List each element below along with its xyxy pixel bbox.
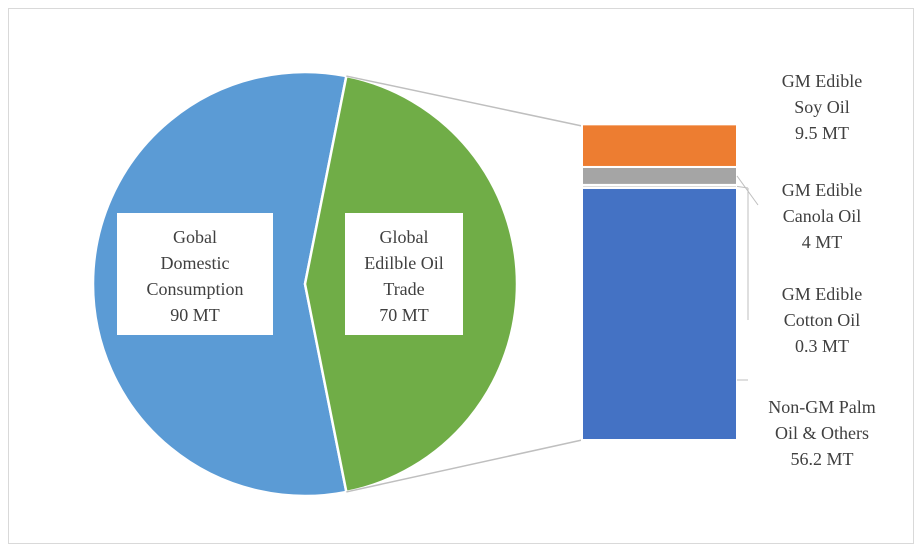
data-label-non-gm-palm-oil-others: Non-GM Palm Oil & Others 56.2 MT	[768, 397, 876, 469]
data-label-box-trade	[345, 213, 463, 335]
data-label-gm-edible-soy-oil: GM Edible Soy Oil 9.5 MT	[782, 71, 863, 143]
connector-line-bottom	[346, 439, 583, 493]
data-label-box-domestic	[117, 213, 273, 335]
data-label-domestic-consumption: Gobal Domestic Consumption 90 MT	[146, 227, 243, 325]
bar-segment-non-gm-palm-oil-others	[581, 186, 738, 441]
leader-line-cotton-a	[736, 185, 749, 189]
connector-line-top	[346, 75, 583, 127]
data-label-gm-edible-canola-oil: GM Edible Canola Oil 4 MT	[782, 180, 863, 252]
data-label-edible-oil-trade: Global Edilble Oil Trade 70 MT	[364, 227, 444, 325]
bar-segment-gm-edible-canola-oil	[581, 165, 738, 186]
data-label-gm-edible-cotton-oil: GM Edible Cotton Oil 0.3 MT	[782, 284, 863, 356]
bar-segment-gm-edible-soy-oil	[581, 123, 738, 168]
